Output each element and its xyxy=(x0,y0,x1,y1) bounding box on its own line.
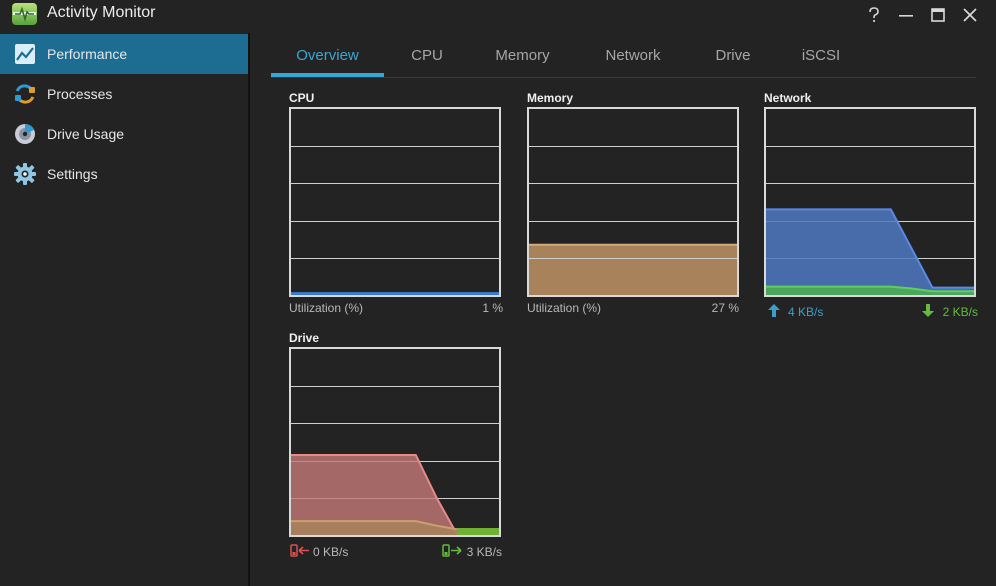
sidebar-item-label: Drive Usage xyxy=(47,126,125,142)
drive-panel-title: Drive xyxy=(289,331,320,345)
sidebar-item-performance[interactable]: Performance xyxy=(0,34,248,74)
gear-icon xyxy=(14,163,36,185)
cpu-panel-title: CPU xyxy=(289,91,315,105)
maximize-button[interactable] xyxy=(926,4,950,26)
activity-monitor-app-icon xyxy=(12,3,37,25)
question-mark-icon xyxy=(869,7,879,22)
memory-panel: Memory Utilization (%) 27 % xyxy=(527,91,741,321)
drive-write-area xyxy=(291,521,499,535)
cpu-chart[interactable] xyxy=(289,107,501,297)
drive-panel: Drive 0 KB/s 3 KB/s xyxy=(289,331,503,563)
memory-chart-svg xyxy=(529,146,737,295)
help-button[interactable] xyxy=(862,4,886,26)
drive-chart[interactable] xyxy=(289,347,501,537)
title-bar: Activity Monitor xyxy=(0,0,996,32)
processes-icon xyxy=(15,84,35,104)
tab-network[interactable]: Network xyxy=(605,47,661,64)
network-download-area xyxy=(766,286,974,295)
sidebar-item-label: Performance xyxy=(47,46,128,62)
drive-write-icon xyxy=(442,544,462,557)
cpu-utilization-label: Utilization (%) xyxy=(289,301,364,315)
maximize-icon xyxy=(931,8,945,22)
drive-read-value: 0 KB/s xyxy=(313,545,349,559)
tab-cpu[interactable]: CPU xyxy=(411,47,443,64)
tab-drive[interactable]: Drive xyxy=(715,47,751,64)
cpu-panel: CPU Utilization (%) 1 % xyxy=(289,91,503,321)
memory-utilization-area xyxy=(529,244,737,295)
memory-utilization-label: Utilization (%) xyxy=(527,301,602,315)
drive-read-line xyxy=(291,454,499,535)
minimize-button[interactable] xyxy=(894,4,918,26)
memory-utilization-value: 27 % xyxy=(711,301,739,315)
drive-write-value: 3 KB/s xyxy=(466,545,502,559)
cpu-chart-svg xyxy=(291,146,499,295)
performance-chart-icon xyxy=(15,44,35,64)
memory-chart[interactable] xyxy=(527,107,739,297)
window-title: Activity Monitor xyxy=(47,4,156,21)
tab-overview[interactable]: Overview xyxy=(296,47,359,64)
network-chart[interactable] xyxy=(764,107,976,297)
network-upload-value: 4 KB/s xyxy=(788,305,824,319)
minimize-icon xyxy=(899,15,913,17)
sidebar-item-drive-usage[interactable]: Drive Usage xyxy=(0,114,248,154)
sidebar-divider xyxy=(248,33,250,586)
cpu-utilization-value: 1 % xyxy=(482,301,503,315)
tab-iscsi[interactable]: iSCSI xyxy=(801,47,841,64)
drive-usage-icon xyxy=(15,124,35,144)
close-button[interactable] xyxy=(958,4,982,26)
network-upload-area xyxy=(766,209,974,295)
network-download-value: 2 KB/s xyxy=(942,305,978,319)
close-icon xyxy=(963,8,977,22)
upload-arrow-icon xyxy=(768,304,780,317)
sidebar-item-label: Settings xyxy=(47,166,98,182)
memory-panel-title: Memory xyxy=(527,91,574,105)
drive-read-icon xyxy=(290,544,309,557)
sidebar-item-settings[interactable]: Settings xyxy=(0,154,248,194)
network-panel-title: Network xyxy=(764,91,812,105)
network-download-line xyxy=(766,285,974,293)
tab-memory[interactable]: Memory xyxy=(495,47,550,64)
drive-read-area xyxy=(291,455,499,535)
sidebar-item-label: Processes xyxy=(47,86,113,102)
sidebar: Performance Processes Drive Usage xyxy=(0,33,248,586)
tab-bar: Overview CPU Memory Network Drive iSCSI xyxy=(271,33,976,78)
drive-write-recent-bar xyxy=(457,528,499,535)
network-upload-line xyxy=(766,208,974,289)
drive-chart-svg xyxy=(291,386,499,535)
network-panel: Network 4 KB/s 2 KB/s xyxy=(764,91,978,323)
download-arrow-icon xyxy=(922,304,934,317)
network-chart-svg xyxy=(766,146,974,295)
active-tab-indicator xyxy=(271,73,384,77)
main-content: Overview CPU Memory Network Drive iSCSI … xyxy=(250,33,996,586)
sidebar-item-processes[interactable]: Processes xyxy=(0,74,248,114)
